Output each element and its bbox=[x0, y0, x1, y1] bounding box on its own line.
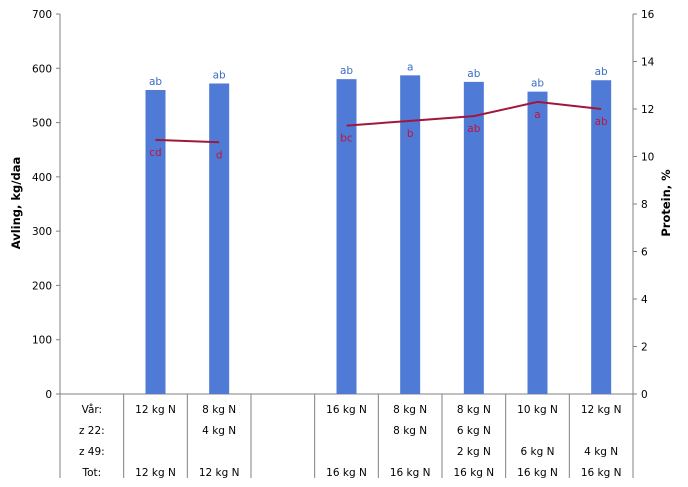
table-cell: 16 kg N bbox=[581, 467, 622, 479]
y-axis-right-label: Protein, % bbox=[659, 169, 673, 237]
bar bbox=[463, 81, 484, 394]
table-row-label: z 49: bbox=[79, 446, 105, 458]
y-left-tick-label: 700 bbox=[32, 9, 52, 21]
bar-significance-label: a bbox=[407, 61, 413, 73]
y-right-tick-label: 2 bbox=[641, 342, 648, 354]
table-row-label: Tot: bbox=[81, 467, 101, 479]
table-cell: 6 kg N bbox=[521, 446, 555, 458]
table-cell: 4 kg N bbox=[584, 446, 618, 458]
table-cell: 12 kg N bbox=[581, 404, 622, 416]
y-left-tick-label: 400 bbox=[32, 172, 52, 184]
y-left-tick-label: 600 bbox=[32, 63, 52, 75]
bar bbox=[400, 75, 421, 394]
protein-line bbox=[155, 138, 220, 144]
bar-significance-label: ab bbox=[595, 66, 608, 78]
table-cell: 8 kg N bbox=[457, 404, 491, 416]
y-right-tick-label: 12 bbox=[641, 104, 654, 116]
y-right-tick-label: 4 bbox=[641, 294, 648, 306]
y-right-tick-label: 16 bbox=[641, 9, 655, 21]
bar-significance-label: ab bbox=[531, 78, 544, 90]
table-cell: 8 kg N bbox=[202, 404, 236, 416]
table-cell: 10 kg N bbox=[517, 404, 558, 416]
table-cell: 16 kg N bbox=[390, 467, 431, 479]
table-row-label: Vår: bbox=[82, 403, 102, 416]
protein-significance-label: a bbox=[534, 109, 540, 121]
protein-line bbox=[346, 100, 602, 127]
y-right-tick-label: 6 bbox=[641, 247, 648, 259]
y-right-tick-label: 14 bbox=[641, 57, 655, 69]
bar-significance-label: ab bbox=[340, 65, 353, 77]
y-left-tick-label: 500 bbox=[32, 118, 52, 130]
table-cell: 8 kg N bbox=[393, 404, 427, 416]
table-cell: 12 kg N bbox=[135, 404, 176, 416]
bar bbox=[591, 80, 612, 394]
bar-significance-label: ab bbox=[467, 68, 480, 80]
y-left-tick-label: 200 bbox=[32, 280, 52, 292]
table-row-label: z 22: bbox=[79, 425, 105, 437]
y-axis-left-label: Avling, kg/daa bbox=[9, 157, 23, 250]
y-left-tick-label: 0 bbox=[45, 389, 52, 401]
table-cell: 12 kg N bbox=[199, 467, 240, 479]
bar bbox=[209, 83, 230, 394]
table-cell: 12 kg N bbox=[135, 467, 176, 479]
y-right-tick-label: 8 bbox=[641, 199, 648, 211]
table-cell: 4 kg N bbox=[202, 425, 236, 437]
table-cell: 16 kg N bbox=[517, 467, 558, 479]
protein-significance-label: ab bbox=[595, 116, 608, 128]
bar bbox=[527, 91, 548, 394]
table-cell: 2 kg N bbox=[457, 446, 491, 458]
y-right-tick-label: 0 bbox=[641, 389, 648, 401]
bar-significance-label: ab bbox=[213, 69, 226, 81]
y-right-tick-label: 10 bbox=[641, 152, 654, 164]
y-left-tick-label: 100 bbox=[32, 335, 52, 347]
protein-significance-label: d bbox=[216, 149, 223, 161]
table-cell: 8 kg N bbox=[393, 425, 427, 437]
bar-significance-label: ab bbox=[149, 76, 162, 88]
table-cell: 16 kg N bbox=[326, 467, 367, 479]
protein-significance-label: bc bbox=[340, 133, 353, 145]
table-cell: 16 kg N bbox=[454, 467, 495, 479]
bar bbox=[145, 90, 166, 394]
protein-significance-label: cd bbox=[149, 147, 161, 159]
protein-significance-label: ab bbox=[467, 123, 480, 135]
bar bbox=[336, 79, 357, 395]
table-cell: 16 kg N bbox=[326, 404, 367, 416]
table-cell: 6 kg N bbox=[457, 425, 491, 437]
protein-significance-label: b bbox=[407, 128, 414, 140]
y-left-tick-label: 300 bbox=[32, 226, 52, 238]
